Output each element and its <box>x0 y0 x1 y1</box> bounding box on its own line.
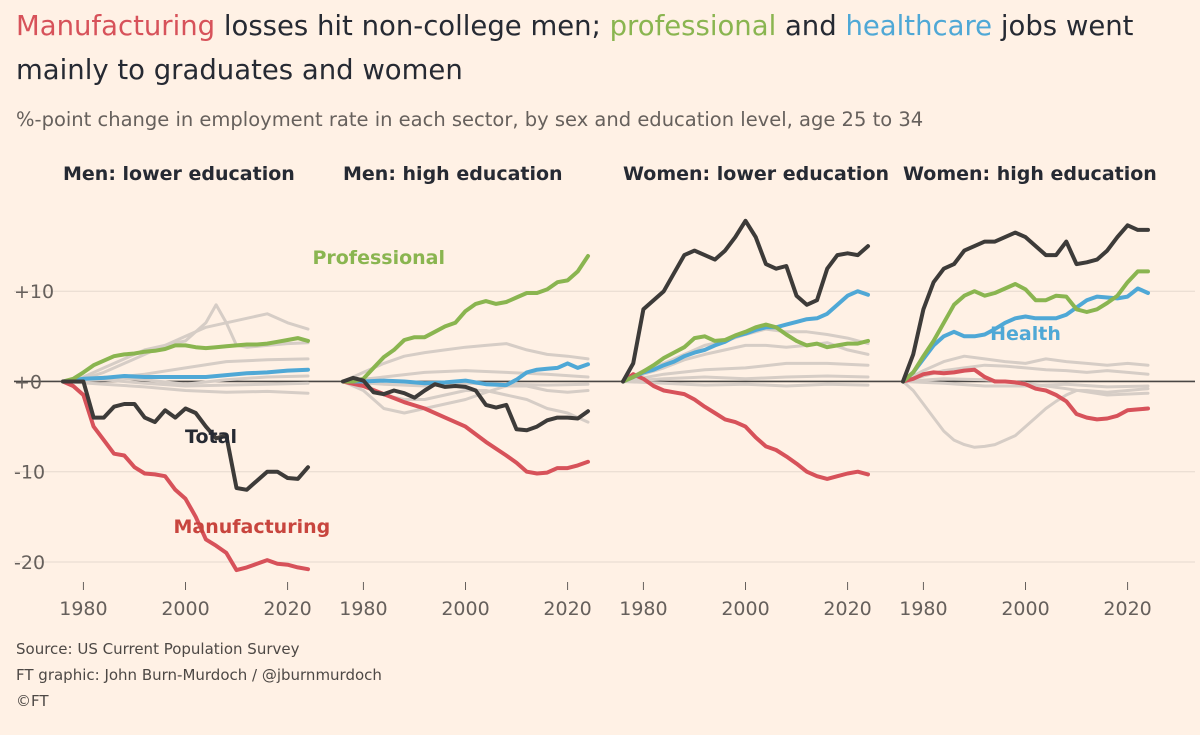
series-line-total <box>901 223 1150 384</box>
small-multiples-chart: +10 +0 -10 -20 Men: lower education 1980 2000 2… <box>14 163 1195 620</box>
series-line-manufacturing <box>621 372 870 481</box>
credit-note: FT graphic: John Burn-Murdoch / @jburnmu… <box>16 666 382 684</box>
series-line-health <box>901 286 1150 384</box>
x-tick-label: 1980 <box>339 598 387 620</box>
annotation-professional: Professional <box>312 247 445 269</box>
series-line-other <box>341 380 590 415</box>
title-part: Manufacturing <box>16 10 216 42</box>
series-line-health <box>341 361 590 388</box>
panel-title: Men: lower education <box>63 163 295 185</box>
y-tick-label: -20 <box>14 552 45 574</box>
series-line-manufacturing <box>61 379 310 573</box>
series-line-total <box>61 379 310 492</box>
x-tick-label: 2020 <box>823 598 871 620</box>
x-tick-label: 2000 <box>1001 598 1049 620</box>
x-tick-label: 2000 <box>441 598 489 620</box>
annotation-manufacturing: Manufacturing <box>173 516 330 538</box>
y-tick-label: -10 <box>14 462 45 484</box>
annotation-health: Health <box>990 323 1061 345</box>
series-line-total <box>621 218 870 384</box>
footer: Source: US Current Population Survey FT … <box>16 636 382 714</box>
series-line-other <box>61 380 310 395</box>
series-line-manufacturing <box>341 379 590 476</box>
copyright-note: ©FT <box>16 692 49 710</box>
x-tick-label: 2020 <box>1103 598 1151 620</box>
series-line-other <box>341 369 590 383</box>
chart-title: Manufacturing losses hit non-college men… <box>16 4 1191 92</box>
series-line-total <box>341 375 590 433</box>
x-tick-label: 1980 <box>619 598 667 620</box>
panel-title: Women: high education <box>903 163 1157 185</box>
series-line-other <box>341 342 590 383</box>
y-tick-label: +10 <box>14 281 54 303</box>
title-part: losses hit non-college men; <box>215 10 610 42</box>
series-line-health <box>61 367 310 384</box>
x-tick-label: 2000 <box>721 598 769 620</box>
panel-title: Women: lower education <box>623 163 889 185</box>
source-note: Source: US Current Population Survey <box>16 640 300 658</box>
series-line-professional <box>901 269 1150 384</box>
series-line-other <box>621 380 870 388</box>
series-line-other <box>901 354 1150 383</box>
title-part: jobs went mainly to graduates and women <box>16 10 1134 86</box>
series-line-professional <box>341 254 590 384</box>
title-part: professional <box>609 10 777 42</box>
title-part: healthcare <box>845 10 993 42</box>
x-tick-label: 2020 <box>263 598 311 620</box>
series-line-other <box>621 361 870 383</box>
x-tick-label: 1980 <box>59 598 107 620</box>
series-line-professional <box>621 322 870 384</box>
series-line-manufacturing <box>901 367 1150 422</box>
y-tick-label: +0 <box>14 371 42 393</box>
x-tick-label: 1980 <box>899 598 947 620</box>
annotation-total: Total <box>185 426 237 448</box>
series-line-other <box>901 363 1150 383</box>
x-tick-label: 2000 <box>161 598 209 620</box>
series-line-other <box>61 312 310 383</box>
series-line-other <box>341 380 590 388</box>
series-line-other <box>901 380 1150 449</box>
title-part: and <box>776 10 846 42</box>
series-line-other <box>621 341 870 383</box>
series-line-professional <box>61 336 310 384</box>
series-line-other <box>621 374 870 383</box>
panel-title: Men: high education <box>343 163 563 185</box>
x-tick-label: 2020 <box>543 598 591 620</box>
chart-subtitle: %-point change in employment rate in eac… <box>16 108 924 131</box>
